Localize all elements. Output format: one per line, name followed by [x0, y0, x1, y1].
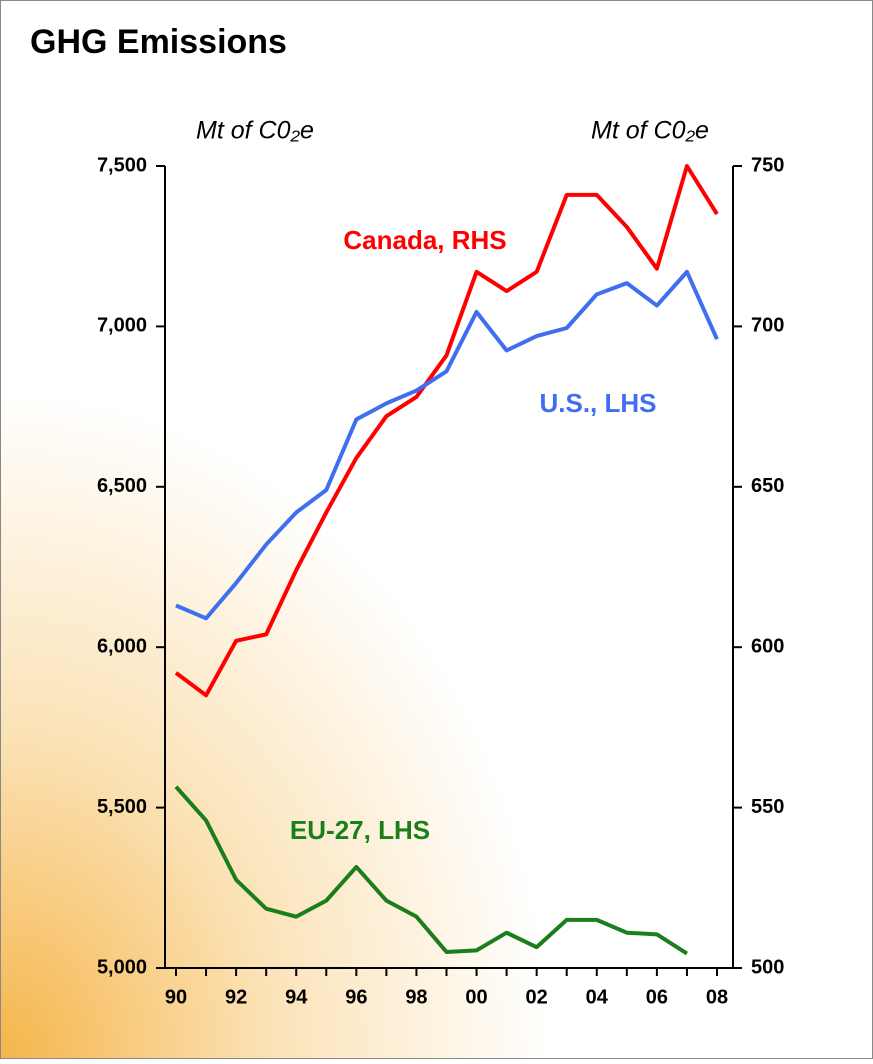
chart-title: GHG Emissions — [30, 23, 287, 61]
y-tick-label: 6,500 — [97, 475, 147, 497]
x-tick-label: 92 — [225, 986, 247, 1008]
x-tick-label: 00 — [465, 986, 487, 1008]
series-label: U.S., LHS — [539, 388, 656, 418]
x-tick-label: 90 — [165, 986, 187, 1008]
series-line — [174, 785, 689, 956]
series-line — [175, 269, 719, 621]
y-tick-label: 7,500 — [97, 154, 147, 176]
x-tick-label: 06 — [646, 986, 668, 1008]
series-line — [174, 164, 719, 698]
y2-tick-label: 700 — [751, 315, 784, 337]
y-tick-label: 6,000 — [97, 635, 147, 657]
x-tick-label: 98 — [405, 986, 427, 1008]
y-tick-label: 5,000 — [97, 956, 147, 978]
y2-tick-label: 650 — [751, 475, 784, 497]
y2-tick-label: 750 — [751, 154, 784, 176]
y-tick-label: 7,000 — [97, 315, 147, 337]
y-tick-label: 5,500 — [97, 796, 147, 818]
x-tick-label: 04 — [586, 986, 609, 1008]
y2-tick-label: 550 — [751, 796, 784, 818]
y2-tick-label: 600 — [751, 635, 784, 657]
series-label: Canada, RHS — [343, 225, 506, 255]
y-axis-label: Mt of C0₂e — [196, 117, 314, 145]
x-tick-label: 96 — [345, 986, 367, 1008]
x-tick-label: 08 — [706, 986, 728, 1008]
x-tick-label: 94 — [285, 986, 308, 1008]
x-tick-label: 02 — [526, 986, 548, 1008]
y2-axis-label: Mt of C0₂e — [591, 117, 709, 145]
y2-tick-label: 500 — [751, 956, 784, 978]
series-label: EU-27, LHS — [290, 815, 430, 845]
